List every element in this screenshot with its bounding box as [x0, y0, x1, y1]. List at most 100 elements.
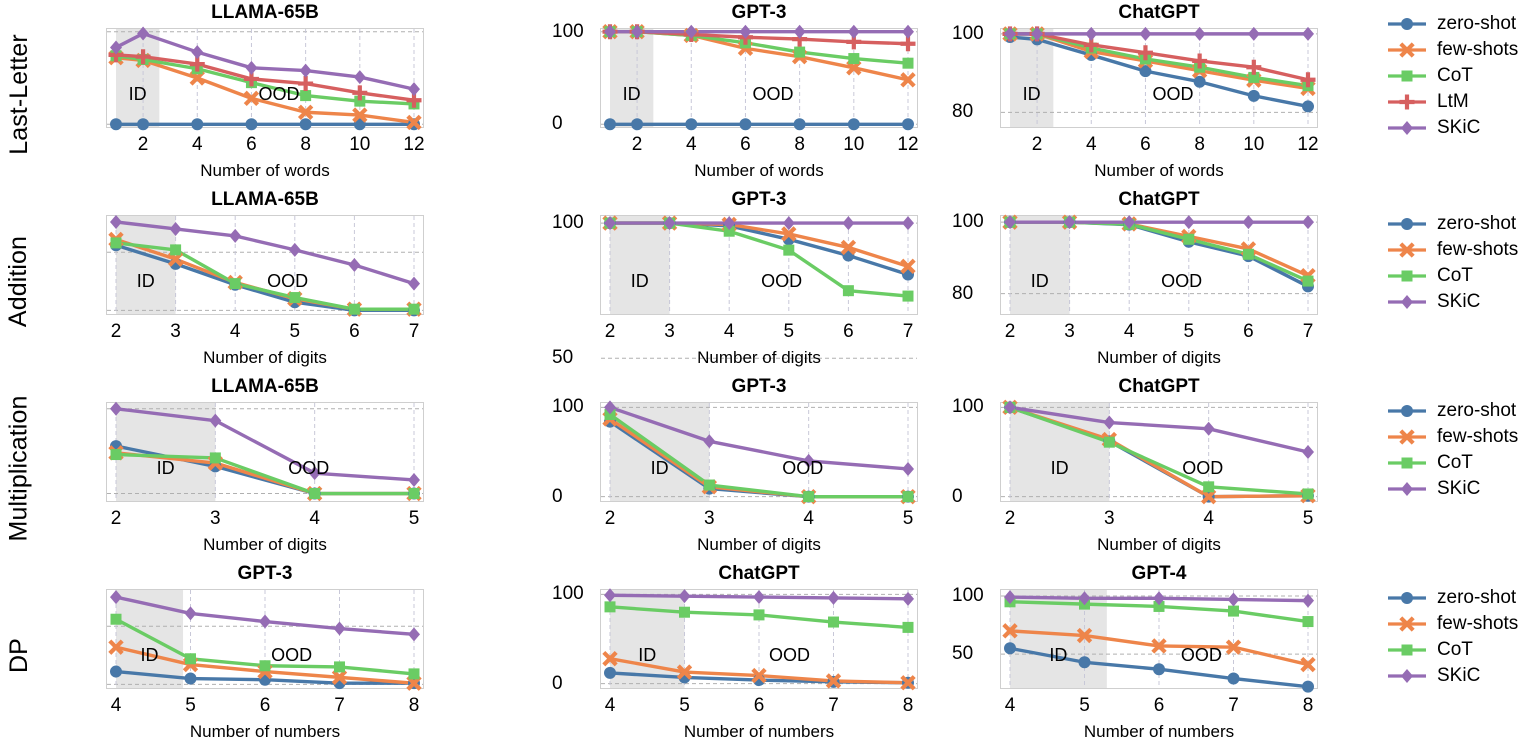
- x-tick-label: 4: [723, 321, 735, 342]
- id-band-label: ID: [1023, 84, 1041, 104]
- legend-swatch-diamond-icon: [1386, 663, 1428, 689]
- x-tick-label: 7: [902, 321, 914, 342]
- ood-band-label: OOD: [769, 645, 810, 665]
- x-tick-label: 5: [783, 321, 795, 342]
- legend-item[interactable]: few-shots: [1386, 37, 1518, 63]
- ood-band-label: OOD: [761, 271, 802, 291]
- legend-item[interactable]: few-shots: [1386, 611, 1518, 637]
- x-tick-label: 7: [1302, 321, 1314, 342]
- x-tick-label: 8: [1302, 695, 1314, 716]
- x-tick-label: 4: [1004, 695, 1016, 716]
- x-tick-label: 12: [403, 134, 425, 155]
- panel-title: LLAMA-65B: [211, 189, 319, 210]
- x-tick-label: 5: [902, 508, 914, 529]
- chart-row-addition: AdditionLLAMA-65BIDOOD05050100234567Numb…: [0, 187, 1519, 374]
- x-tick-label: 8: [408, 695, 420, 716]
- x-axis-label: Number of digits: [203, 348, 327, 367]
- legend: zero-shot few-shots CoT SKiC: [1386, 211, 1518, 315]
- plot-area: ID OOD: [106, 214, 424, 317]
- legend: zero-shot few-shots CoT LtM SKiC: [1386, 11, 1518, 141]
- x-tick-label: 3: [664, 321, 675, 342]
- legend-swatch-plus-icon: [1386, 89, 1428, 115]
- legend-item[interactable]: zero-shot: [1386, 585, 1518, 611]
- plot-area: ID OOD: [1000, 214, 1318, 315]
- row-axis-label: Addition: [2, 201, 36, 361]
- legend-item[interactable]: zero-shot: [1386, 11, 1518, 37]
- x-tick-label: 6: [349, 321, 360, 342]
- x-tick-label: 6: [1243, 321, 1254, 342]
- y-tick-label: 50: [552, 347, 574, 369]
- x-tick-label: 4: [685, 134, 697, 155]
- x-tick-label: 2: [604, 508, 616, 529]
- x-axis-label: Number of digits: [1097, 535, 1221, 554]
- id-band-label: ID: [631, 271, 649, 291]
- x-tick-label: 8: [300, 134, 311, 155]
- y-tick-label: 100: [552, 212, 584, 234]
- legend-swatch-square-icon: [1386, 450, 1428, 476]
- legend-label: CoT: [1437, 452, 1473, 473]
- x-tick-label: 2: [604, 321, 616, 342]
- legend-label: few-shots: [1437, 39, 1519, 60]
- legend-item[interactable]: LtM: [1386, 89, 1518, 115]
- legend-item[interactable]: SKiC: [1386, 289, 1518, 315]
- x-tick-label: 12: [1297, 134, 1319, 155]
- ood-band-label: OOD: [288, 458, 329, 478]
- plot-area: ID OOD: [106, 26, 424, 131]
- ood-band-label: OOD: [1153, 84, 1194, 104]
- x-tick-label: 4: [1085, 134, 1097, 155]
- ood-band-label: OOD: [753, 84, 794, 104]
- panel-title: GPT-3: [731, 376, 787, 397]
- x-tick-label: 4: [229, 321, 241, 342]
- y-tick-label: 0: [552, 113, 563, 135]
- legend-item[interactable]: SKiC: [1386, 476, 1518, 502]
- plot-area: ID OOD: [600, 588, 918, 691]
- row-axis-label: Last-Letter: [2, 14, 36, 174]
- x-tick-label: 4: [1123, 321, 1135, 342]
- x-tick-label: 6: [740, 134, 751, 155]
- legend-item[interactable]: zero-shot: [1386, 398, 1518, 424]
- x-axis-label: Number of numbers: [1083, 722, 1235, 741]
- y-tick-label: 100: [552, 396, 584, 418]
- legend-swatch-diamond-icon: [1386, 476, 1428, 502]
- legend-label: CoT: [1437, 65, 1473, 86]
- legend-label: SKiC: [1437, 291, 1481, 312]
- legend-swatch-circle-icon: [1386, 11, 1428, 37]
- legend-item[interactable]: few-shots: [1386, 424, 1518, 450]
- legend-swatch-x-icon: [1386, 237, 1428, 263]
- x-axis-label: Number of digits: [697, 535, 821, 554]
- x-axis-label: Number of numbers: [189, 722, 341, 741]
- x-axis-label: Number of numbers: [683, 722, 835, 741]
- y-tick-label: 100: [552, 20, 584, 42]
- legend-label: zero-shot: [1437, 13, 1517, 34]
- x-tick-label: 7: [1228, 695, 1239, 716]
- panel-title: GPT-3: [731, 2, 787, 23]
- id-band-label: ID: [137, 271, 155, 291]
- legend-item[interactable]: zero-shot: [1386, 211, 1518, 237]
- x-tick-label: 10: [843, 134, 865, 155]
- legend-item[interactable]: CoT: [1386, 63, 1518, 89]
- plot-area: ID OOD: [600, 24, 918, 131]
- x-tick-label: 2: [110, 321, 122, 342]
- legend-label: few-shots: [1437, 613, 1519, 634]
- row-axis-label-text: Last-Letter: [4, 33, 33, 155]
- legend-item[interactable]: SKiC: [1386, 663, 1518, 689]
- legend-item[interactable]: CoT: [1386, 450, 1518, 476]
- legend-item[interactable]: CoT: [1386, 263, 1518, 289]
- legend-item[interactable]: CoT: [1386, 637, 1518, 663]
- x-tick-label: 2: [110, 508, 122, 529]
- plot-area: ID OOD: [600, 400, 918, 505]
- legend-item[interactable]: SKiC: [1386, 115, 1518, 141]
- x-tick-label: 4: [309, 508, 320, 529]
- panel-title: ChatGPT: [1118, 2, 1200, 23]
- plot-area: ID OOD: [600, 215, 918, 359]
- y-tick-label: 100: [552, 583, 584, 605]
- legend-item[interactable]: few-shots: [1386, 237, 1518, 263]
- legend-swatch-square-icon: [1386, 263, 1428, 289]
- y-tick-label: 100: [952, 22, 984, 44]
- ood-band-label: OOD: [271, 645, 312, 665]
- legend-label: CoT: [1437, 639, 1473, 660]
- x-tick-label: 3: [210, 508, 221, 529]
- x-tick-label: 7: [828, 695, 839, 716]
- y-tick-label: 50: [952, 643, 974, 665]
